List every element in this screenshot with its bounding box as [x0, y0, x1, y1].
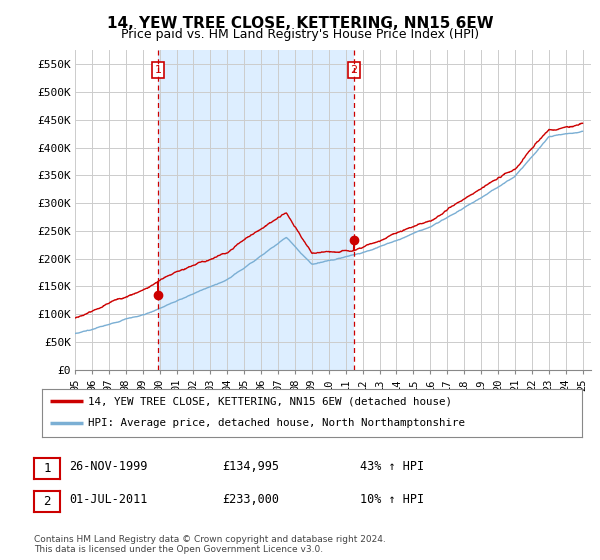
Text: 43% ↑ HPI: 43% ↑ HPI [360, 460, 424, 473]
Text: 1: 1 [154, 65, 161, 75]
Text: 01-JUL-2011: 01-JUL-2011 [69, 493, 148, 506]
Text: 1: 1 [43, 462, 51, 475]
Text: 14, YEW TREE CLOSE, KETTERING, NN15 6EW: 14, YEW TREE CLOSE, KETTERING, NN15 6EW [107, 16, 493, 31]
Text: HPI: Average price, detached house, North Northamptonshire: HPI: Average price, detached house, Nort… [88, 418, 465, 428]
Text: Contains HM Land Registry data © Crown copyright and database right 2024.
This d: Contains HM Land Registry data © Crown c… [34, 535, 386, 554]
Text: 2: 2 [43, 495, 51, 508]
Text: 14, YEW TREE CLOSE, KETTERING, NN15 6EW (detached house): 14, YEW TREE CLOSE, KETTERING, NN15 6EW … [88, 396, 452, 406]
Text: 10% ↑ HPI: 10% ↑ HPI [360, 493, 424, 506]
Text: £233,000: £233,000 [222, 493, 279, 506]
Bar [158, 50, 354, 370]
Text: 26-NOV-1999: 26-NOV-1999 [69, 460, 148, 473]
Text: Price paid vs. HM Land Registry's House Price Index (HPI): Price paid vs. HM Land Registry's House … [121, 28, 479, 41]
Text: 2: 2 [350, 65, 358, 75]
Text: £134,995: £134,995 [222, 460, 279, 473]
